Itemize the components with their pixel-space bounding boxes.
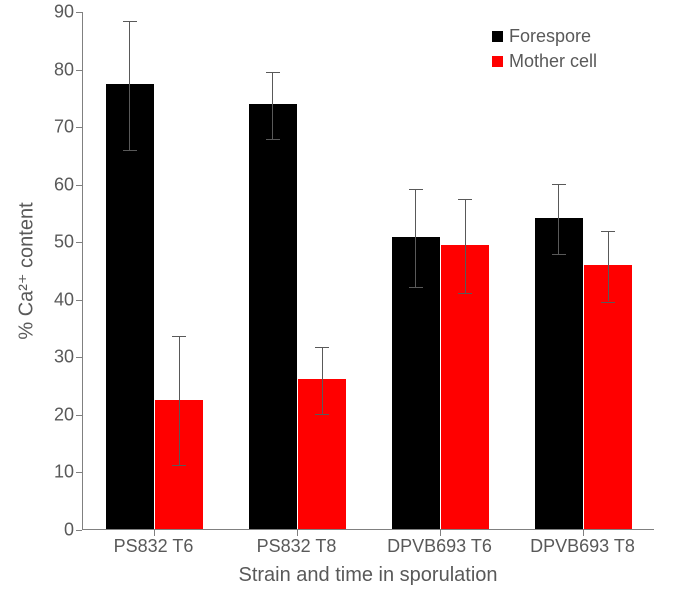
error-bar-cap bbox=[266, 139, 280, 140]
x-tick-label: PS832 T6 bbox=[114, 536, 194, 557]
legend-item: Forespore bbox=[492, 26, 597, 47]
legend-label: Forespore bbox=[509, 26, 591, 47]
y-tick-mark bbox=[76, 415, 82, 416]
bar bbox=[535, 218, 583, 529]
bar bbox=[584, 265, 632, 529]
legend-item: Mother cell bbox=[492, 51, 597, 72]
y-tick-label: 60 bbox=[54, 174, 74, 195]
y-tick-mark bbox=[76, 300, 82, 301]
y-tick-mark bbox=[76, 242, 82, 243]
y-tick-mark bbox=[76, 127, 82, 128]
x-tick-label: DPVB693 T8 bbox=[530, 536, 635, 557]
error-bar-cap bbox=[409, 189, 423, 190]
error-bar-cap bbox=[601, 302, 615, 303]
error-bar-cap bbox=[172, 336, 186, 337]
error-bar bbox=[608, 231, 609, 301]
error-bar bbox=[465, 199, 466, 293]
x-tick-label: PS832 T8 bbox=[257, 536, 337, 557]
bar bbox=[106, 84, 154, 529]
error-bar bbox=[179, 336, 180, 465]
error-bar-cap bbox=[172, 465, 186, 466]
y-tick-label: 70 bbox=[54, 117, 74, 138]
error-bar-cap bbox=[315, 347, 329, 348]
error-bar-cap bbox=[552, 254, 566, 255]
error-bar bbox=[129, 21, 130, 150]
error-bar-cap bbox=[601, 231, 615, 232]
plot-area bbox=[82, 12, 654, 530]
error-bar-cap bbox=[458, 199, 472, 200]
error-bar bbox=[272, 72, 273, 139]
y-tick-label: 40 bbox=[54, 289, 74, 310]
y-axis-title: % Ca²⁺ content bbox=[14, 202, 39, 339]
y-tick-label: 10 bbox=[54, 462, 74, 483]
error-bar-cap bbox=[315, 414, 329, 415]
error-bar-cap bbox=[123, 150, 137, 151]
y-tick-mark bbox=[76, 12, 82, 13]
error-bar-cap bbox=[552, 184, 566, 185]
y-tick-mark bbox=[76, 185, 82, 186]
y-tick-label: 50 bbox=[54, 232, 74, 253]
y-tick-mark bbox=[76, 472, 82, 473]
y-tick-label: 80 bbox=[54, 59, 74, 80]
y-tick-mark bbox=[76, 530, 82, 531]
y-tick-label: 20 bbox=[54, 404, 74, 425]
legend: Forespore Mother cell bbox=[492, 26, 597, 76]
y-tick-label: 90 bbox=[54, 2, 74, 23]
error-bar-cap bbox=[123, 21, 137, 22]
x-tick-label: DPVB693 T6 bbox=[387, 536, 492, 557]
y-tick-label: 30 bbox=[54, 347, 74, 368]
calcium-content-bar-chart: 0 10 20 30 40 50 60 70 80 90 PS832 T6 PS832 T8 DPVB… bbox=[0, 0, 680, 596]
legend-swatch bbox=[492, 56, 503, 67]
x-axis-title: Strain and time in sporulation bbox=[238, 564, 497, 587]
error-bar bbox=[415, 189, 416, 287]
y-tick-mark bbox=[76, 70, 82, 71]
error-bar-cap bbox=[458, 293, 472, 294]
bar bbox=[249, 104, 297, 529]
error-bar-cap bbox=[409, 287, 423, 288]
error-bar bbox=[558, 184, 559, 254]
legend-label: Mother cell bbox=[509, 51, 597, 72]
legend-swatch bbox=[492, 31, 503, 42]
y-tick-label: 0 bbox=[64, 520, 74, 541]
y-tick-mark bbox=[76, 357, 82, 358]
error-bar-cap bbox=[266, 72, 280, 73]
error-bar bbox=[322, 347, 323, 414]
